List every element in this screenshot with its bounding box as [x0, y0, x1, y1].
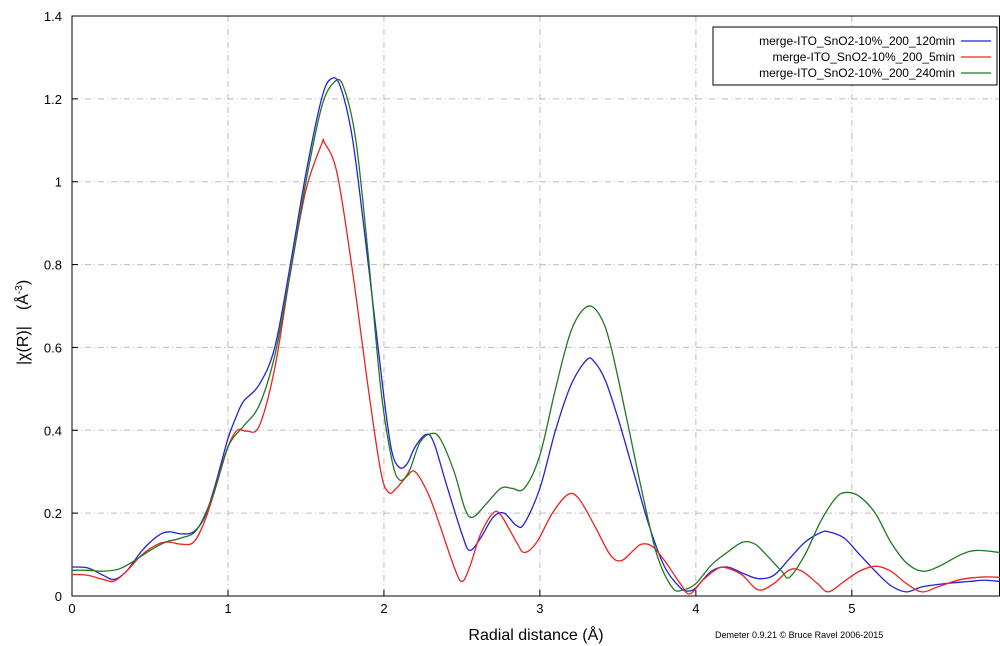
x-tick-label: 1: [224, 601, 231, 616]
x-tick-label: 5: [848, 601, 855, 616]
y-tick-label: 0.8: [44, 258, 62, 273]
x-tick-label: 0: [68, 601, 75, 616]
y-tick-label: 0.2: [44, 506, 62, 521]
legend-box: [712, 26, 998, 86]
series-line-1: [72, 77, 1000, 593]
legend-label-1: merge-ITO_SnO2-10%_200_120min: [759, 34, 955, 48]
grid: [72, 16, 1000, 596]
credit-text: Demeter 0.9.21 © Bruce Ravel 2006-2015: [715, 630, 883, 640]
series-line-3: [72, 78, 1000, 592]
y-axis-main-label: |χ(R)|: [15, 326, 32, 365]
y-axis-unit-close: ): [15, 280, 32, 285]
legend-label-3: merge-ITO_SnO2-10%_200_240min: [759, 66, 955, 80]
axis-ticks: 0 1 2 3 4 5 0 0.2 0.4 0.6 0.8 1 1.2 1.4: [44, 9, 856, 616]
x-axis-title: Radial distance (Å): [468, 625, 603, 644]
series-layer: [72, 77, 1000, 595]
x-tick-label: 3: [536, 601, 543, 616]
plot-frame: [71, 15, 1000, 597]
y-tick-label: 1.4: [44, 9, 62, 24]
legend: merge-ITO_SnO2-10%_200_120min merge-ITO_S…: [712, 26, 998, 86]
y-tick-label: 1: [55, 175, 62, 190]
y-tick-label: 1.2: [44, 92, 62, 107]
x-tick-label: 2: [380, 601, 387, 616]
y-axis-unit-base: (Å: [13, 294, 32, 310]
y-axis-title: |χ(R)| (Å-3): [13, 280, 32, 365]
y-axis-unit-sup: -3: [14, 285, 25, 294]
y-axis-title-text: |χ(R)| (Å-3): [13, 280, 32, 365]
y-tick-label: 0.6: [44, 340, 62, 355]
series-line-2: [72, 138, 1000, 595]
x-tick-label: 4: [692, 601, 699, 616]
y-tick-label: 0.4: [44, 423, 62, 438]
y-tick-label: 0: [55, 589, 62, 604]
legend-label-2: merge-ITO_SnO2-10%_200_5min: [772, 50, 955, 64]
